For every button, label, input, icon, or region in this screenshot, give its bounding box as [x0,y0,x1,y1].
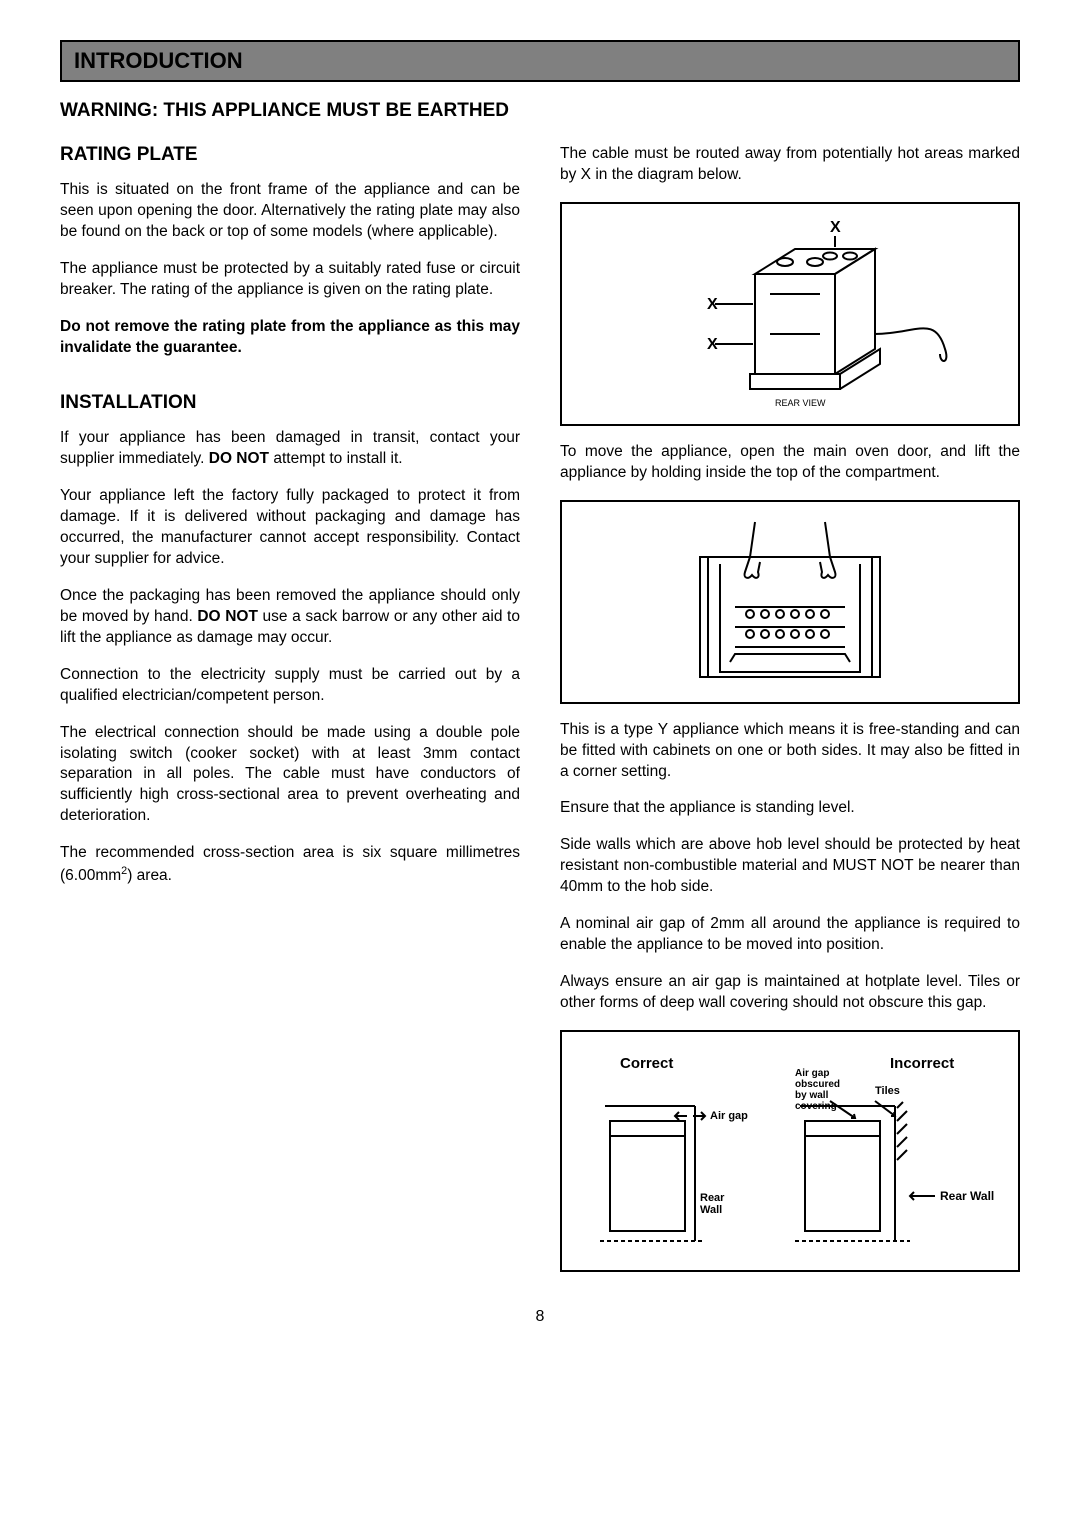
install-para-6: The recommended cross-section area is si… [60,843,520,887]
install-p6-b: ) area. [127,867,172,884]
rating-para-3: Do not remove the rating plate from the … [60,317,520,359]
install-para-2: Your appliance left the factory fully pa… [60,486,520,570]
tiles-label: Tiles [875,1085,900,1097]
rear-wall-right-label: Rear Wall [940,1189,994,1203]
install-p3-b: DO NOT [197,608,258,625]
figure-rear-view: X X X REAR VIEW [560,202,1020,426]
install-p1-c: attempt to install it. [269,450,403,467]
content-columns: RATING PLATE This is situated on the fro… [60,144,1020,1288]
install-para-4: Connection to the electricity supply mus… [60,665,520,707]
x-label-1: X [707,296,718,313]
x-label-2: X [707,336,718,353]
incorrect-label: Incorrect [890,1055,954,1072]
hotplate-para: Always ensure an air gap is maintained a… [560,972,1020,1014]
installation-heading: INSTALLATION [60,392,520,414]
lift-diagram [660,512,920,692]
type-y-para: This is a type Y appliance which means i… [560,720,1020,783]
airgap-para: A nominal air gap of 2mm all around the … [560,914,1020,956]
airgap-diagram: Correct Incorrect [575,1046,1005,1256]
warning-heading: WARNING: THIS APPLIANCE MUST BE EARTHED [60,100,1020,122]
obscured-label: Air gapobscuredby wallcovering [795,1068,840,1112]
rear-view-label: REAR VIEW [775,398,826,408]
rear-view-diagram: X X X REAR VIEW [585,214,995,414]
install-p1-b: DO NOT [209,450,269,467]
left-column: RATING PLATE This is situated on the fro… [60,144,520,1288]
move-appliance-para: To move the appliance, open the main ove… [560,442,1020,484]
correct-label: Correct [620,1055,673,1072]
figure-airgap: Correct Incorrect [560,1030,1020,1272]
rating-para-1: This is situated on the front frame of t… [60,180,520,243]
install-para-5: The electrical connection should be made… [60,723,520,828]
install-para-1: If your appliance has been damaged in tr… [60,428,520,470]
x-label-3: X [830,219,841,236]
sidewall-para: Side walls which are above hob level sho… [560,835,1020,898]
cable-routing-para: The cable must be routed away from poten… [560,144,1020,186]
figure-lift-appliance [560,500,1020,704]
level-para: Ensure that the appliance is standing le… [560,798,1020,819]
rear-wall-left-label: RearWall [700,1192,725,1216]
air-gap-label: Air gap [710,1110,748,1122]
section-header-bar: INTRODUCTION [60,40,1020,82]
rating-plate-heading: RATING PLATE [60,144,520,166]
page-number: 8 [60,1308,1020,1326]
rating-para-2: The appliance must be protected by a sui… [60,259,520,301]
install-para-3: Once the packaging has been removed the … [60,586,520,649]
right-column: The cable must be routed away from poten… [560,144,1020,1288]
section-title: INTRODUCTION [74,48,1006,74]
